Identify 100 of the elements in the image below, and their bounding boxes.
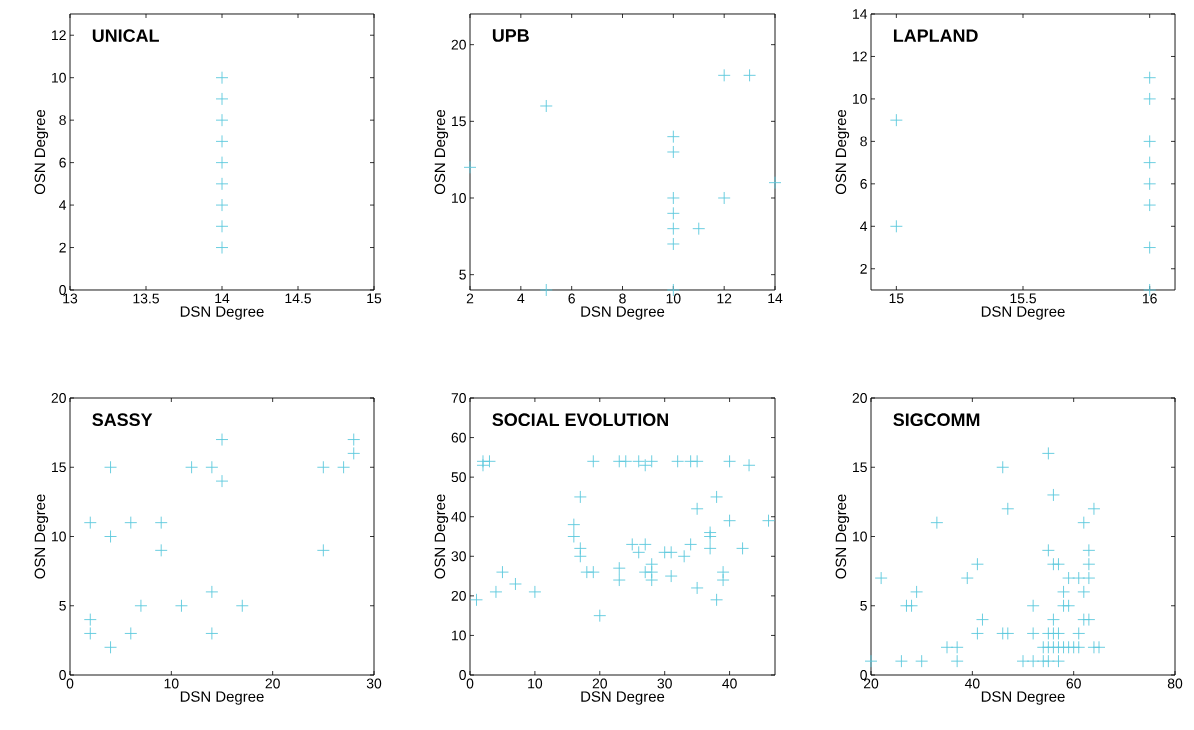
- x-tick-label: 0: [466, 678, 474, 689]
- point: [1092, 640, 1106, 654]
- point: [175, 599, 188, 613]
- x-tick-label: 13: [63, 293, 78, 304]
- y-tick-label: 15: [853, 462, 867, 473]
- y-tick-label: 70: [451, 393, 466, 403]
- point: [215, 156, 229, 170]
- point: [692, 222, 706, 236]
- x-tick-label: 14.5: [285, 293, 311, 304]
- point: [235, 599, 249, 613]
- y-tick-label: 20: [451, 590, 466, 601]
- point: [215, 241, 229, 254]
- point: [215, 198, 229, 212]
- y-tick-label: 20: [51, 393, 66, 403]
- point: [83, 627, 97, 640]
- x-tick-label: 12: [717, 293, 732, 304]
- point: [1082, 543, 1096, 557]
- point: [671, 454, 685, 468]
- point: [567, 530, 581, 543]
- point: [864, 654, 878, 668]
- point: [205, 460, 219, 474]
- y-axis-title: OSN Degree: [34, 494, 49, 579]
- point: [528, 585, 542, 599]
- point: [463, 160, 477, 174]
- y-tick-label: 60: [451, 432, 466, 443]
- y-tick-label: 14: [853, 9, 868, 19]
- y-tick-label: 10: [52, 531, 66, 542]
- x-tick-label: 16: [1142, 293, 1157, 304]
- point: [1016, 654, 1030, 668]
- point: [104, 460, 117, 474]
- point: [742, 458, 756, 472]
- y-tick-label: 40: [451, 511, 466, 522]
- point: [316, 543, 330, 557]
- point: [1001, 627, 1015, 640]
- y-tick-label: 0: [459, 670, 466, 680]
- x-tick-label: 20: [592, 678, 608, 689]
- point: [124, 627, 138, 640]
- point: [703, 530, 717, 543]
- x-tick-label: 15.5: [1010, 293, 1036, 304]
- x-tick-label: 13.5: [133, 293, 159, 304]
- y-tick-label: 4: [860, 221, 868, 232]
- point: [716, 573, 730, 587]
- y-tick-label: 15: [452, 116, 466, 127]
- y-tick-label: 15: [52, 462, 66, 473]
- point: [976, 613, 989, 627]
- x-tick-label: 30: [366, 678, 382, 689]
- point: [215, 474, 229, 488]
- x-tick-label: 14: [768, 293, 783, 304]
- point: [539, 99, 553, 113]
- x-tick-label: 10: [528, 678, 543, 689]
- point: [347, 446, 361, 460]
- point: [1082, 557, 1096, 571]
- point: [215, 219, 229, 233]
- point: [677, 549, 691, 563]
- point: [894, 654, 908, 668]
- point: [215, 433, 229, 446]
- x-tick-label: 6: [568, 293, 575, 304]
- x-tick-label: 8: [619, 293, 626, 304]
- point: [684, 537, 698, 551]
- text: UNICAL: [92, 29, 159, 42]
- point: [83, 613, 97, 627]
- y-tick-label: 5: [860, 600, 867, 611]
- text: SOCIAL EVOLUTION: [492, 413, 668, 427]
- point: [124, 516, 138, 530]
- point: [710, 490, 724, 504]
- y-axis-title: OSN Degree: [835, 494, 850, 579]
- point: [154, 516, 168, 530]
- x-axis-title: DSN Degree: [981, 691, 1065, 705]
- y-tick-label: 5: [59, 600, 66, 611]
- point: [337, 460, 351, 474]
- point: [1046, 488, 1060, 502]
- point: [889, 219, 903, 233]
- y-tick-label: 10: [452, 193, 466, 203]
- point: [1082, 571, 1096, 585]
- point: [666, 222, 680, 236]
- point: [1077, 516, 1091, 530]
- point: [874, 571, 888, 585]
- point: [1041, 446, 1055, 460]
- point: [1001, 502, 1015, 516]
- point: [915, 654, 929, 668]
- point: [940, 640, 954, 654]
- point: [1052, 654, 1065, 668]
- point: [743, 68, 757, 82]
- point: [489, 585, 503, 599]
- point: [950, 654, 964, 668]
- point: [1041, 543, 1055, 557]
- point: [970, 627, 984, 640]
- point: [316, 460, 330, 474]
- point: [1041, 654, 1055, 668]
- y-tick-label: 0: [59, 670, 66, 680]
- x-axis-title: DSN Degree: [981, 306, 1065, 320]
- point: [1143, 198, 1157, 212]
- point: [215, 113, 229, 127]
- point: [910, 585, 924, 599]
- point: [666, 145, 680, 159]
- x-tick-label: 60: [1066, 678, 1081, 689]
- y-tick-label: 8: [59, 115, 66, 126]
- x-tick-label: 15: [889, 293, 904, 304]
- text: LAPLAND: [893, 29, 978, 42]
- y-tick-label: 50: [451, 472, 466, 483]
